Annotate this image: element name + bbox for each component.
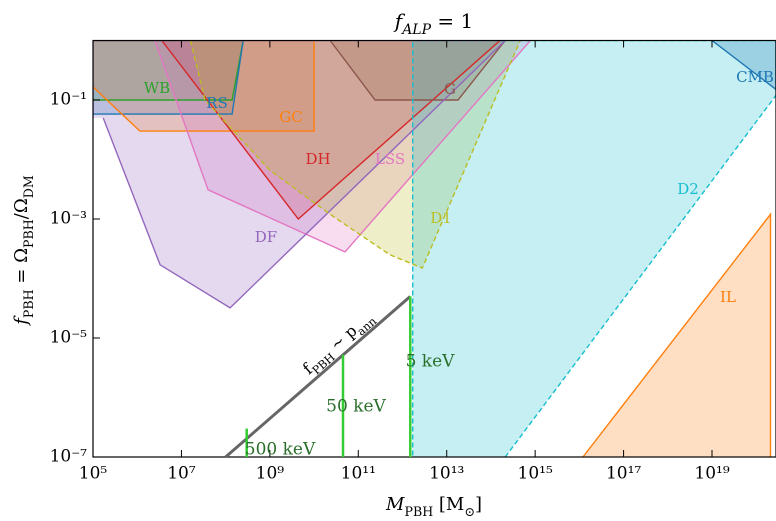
energy-label: 5 keV	[406, 352, 456, 372]
subscript: PBH	[21, 219, 36, 248]
energy-label: 500 keV	[245, 440, 316, 460]
region-label: GC	[279, 108, 302, 126]
subscript: ⊙	[464, 504, 475, 519]
y-axis-label: fPBH = ΩPBH/ΩDM	[11, 175, 36, 327]
x-tick-label: 10¹¹	[341, 464, 376, 484]
x-tick-label: 10⁹	[256, 464, 285, 484]
x-tick-label: 10¹⁷	[606, 464, 641, 484]
subscript: PBH	[404, 504, 433, 519]
axes-frame	[92, 39, 776, 458]
region-fill	[161, 40, 501, 219]
y-tick-label: 10⁻⁷	[50, 447, 88, 467]
y-tick-label: 10⁻³	[50, 209, 87, 229]
region-boundary	[711, 40, 776, 91]
y-tick-label: 10⁻¹	[50, 90, 87, 110]
text-part: ]	[475, 494, 482, 515]
x-tick-label: 10⁷	[167, 464, 196, 484]
text-part: /Ω	[11, 198, 32, 219]
text-part: = 1	[431, 9, 473, 33]
region-boundary	[93, 40, 507, 309]
region-boundary	[93, 40, 244, 115]
region-boundary	[582, 212, 772, 457]
energy-label: 50 keV	[326, 397, 386, 417]
region-boundary	[329, 40, 506, 101]
region-fill	[93, 40, 315, 132]
region-label: D2	[677, 180, 699, 198]
region-boundary	[189, 40, 521, 269]
region-label: RS	[206, 94, 228, 112]
x-tick-label: 10¹⁵	[518, 464, 553, 484]
region-label: G	[444, 80, 456, 98]
region-label: DF	[255, 228, 277, 246]
region-label: LSS	[375, 150, 405, 168]
region-fill	[412, 40, 776, 457]
region-boundary	[154, 40, 531, 253]
text-part: = Ω	[11, 248, 32, 289]
x-tick-label: 10¹³	[429, 464, 464, 484]
subscript: DM	[21, 175, 36, 198]
y-tick-label: 10⁻⁵	[50, 328, 88, 348]
region-boundary	[93, 40, 315, 132]
chart-title: fALP = 1	[393, 9, 473, 39]
relation-line	[224, 295, 412, 459]
region-label: DH	[305, 150, 330, 168]
region-label: WB	[144, 79, 170, 97]
x-tick-label: 10⁵	[79, 464, 108, 484]
x-axis-label: MPBH [M⊙]	[385, 494, 482, 519]
region-fill	[93, 40, 244, 100]
region-boundary	[93, 40, 244, 101]
relation-label: fPBH ~ pann	[299, 307, 379, 381]
plot-area	[93, 40, 776, 457]
region-fill	[154, 40, 531, 252]
region-label: CMB	[736, 68, 774, 86]
region-fill	[190, 40, 521, 268]
region-fill	[93, 40, 506, 308]
x-tick-label: 10¹⁹	[694, 464, 729, 484]
subscript: PBH	[21, 289, 36, 318]
text-part: [M	[433, 494, 464, 515]
region-label: D1	[430, 209, 452, 227]
subscript: ALP	[400, 22, 431, 38]
region-label: IL	[720, 288, 736, 306]
region-boundary	[412, 40, 776, 457]
region-fill	[330, 40, 506, 100]
text-part: M	[385, 494, 405, 515]
